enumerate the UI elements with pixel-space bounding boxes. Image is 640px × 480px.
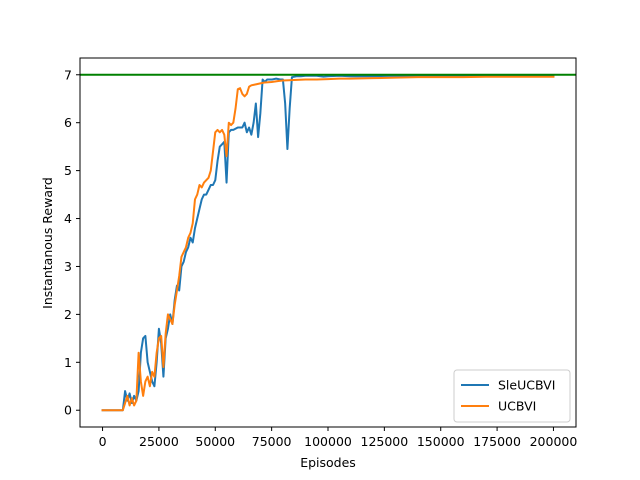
series-line-ucbvi: [101, 75, 555, 412]
x-tick-label: 75000: [252, 434, 292, 449]
x-tick-label: 100000: [304, 434, 352, 449]
y-tick-label: 4: [64, 211, 72, 226]
y-tick-label: 6: [64, 115, 72, 130]
y-tick-label: 3: [64, 259, 72, 274]
legend-label-ucbvi: UCBVI: [498, 399, 536, 414]
x-tick-label: 125000: [361, 434, 409, 449]
y-tick-label: 5: [64, 163, 72, 178]
x-tick-label: 25000: [139, 434, 179, 449]
legend-label-sleucbvi: SleUCBVI: [498, 378, 555, 393]
y-tick-label: 1: [64, 355, 72, 370]
y-axis-label: Instantanous Reward: [40, 177, 55, 309]
series-layer: [80, 73, 576, 412]
x-tick-label: 50000: [195, 434, 235, 449]
x-axis-label: Episodes: [300, 455, 356, 470]
y-tick-label: 7: [64, 67, 72, 82]
axes-layer: 0 25000 50000 75000 100000 125000 150000 175000…: [64, 57, 578, 449]
x-tick-label: 175000: [473, 434, 521, 449]
legend: SleUCBVI UCBVI: [453, 369, 571, 423]
x-tick-label: 0: [99, 434, 107, 449]
x-tick-label: 150000: [417, 434, 465, 449]
y-tick-label: 0: [64, 403, 72, 418]
legend-frame: [453, 369, 571, 423]
x-tick-label: 200000: [530, 434, 578, 449]
y-tick-label: 2: [64, 307, 72, 322]
